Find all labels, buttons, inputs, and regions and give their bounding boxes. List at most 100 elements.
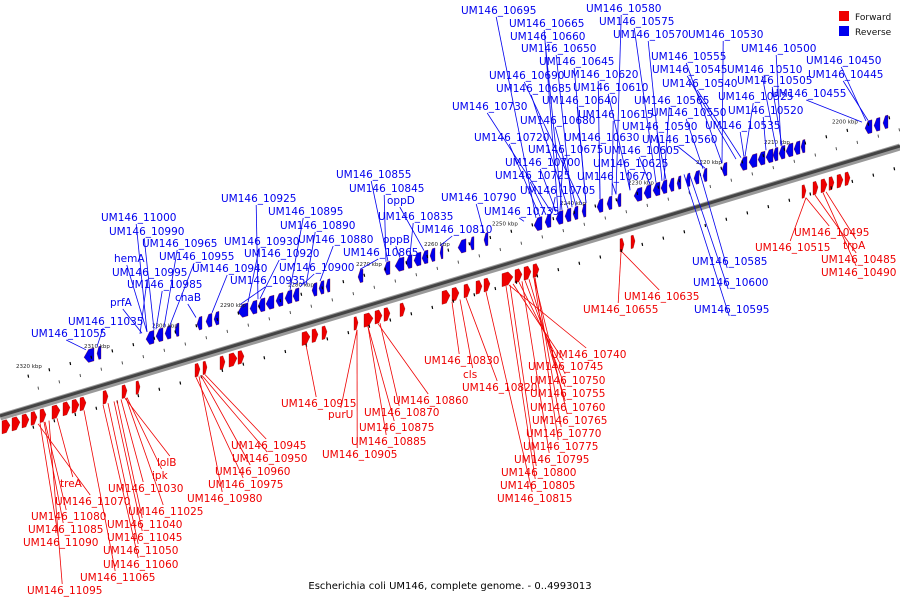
scale-minor-tick: [573, 210, 576, 214]
forward-gene-arrow: [383, 307, 391, 322]
scale-minor-tick: [846, 128, 849, 133]
scale-minor-tick: [835, 147, 838, 151]
callout-line: [367, 326, 395, 422]
scale-tick-label: 2290 kbp: [220, 303, 246, 309]
scale-minor-tick: [300, 292, 303, 296]
scale-minor-tick: [184, 342, 187, 346]
scale-minor-tick: [216, 317, 219, 322]
reverse-gene-arrow: [421, 249, 429, 265]
forward-gene-arrow: [79, 396, 87, 412]
reverse-gene-arrow: [292, 287, 300, 302]
callout-line: [621, 251, 660, 291]
reverse-gene-arrow: [772, 147, 779, 162]
forward-gene-arrow: [483, 277, 491, 293]
callout-line: [305, 231, 316, 286]
callout-line: [683, 174, 730, 317]
callout-line: [663, 106, 670, 181]
reverse-gene-arrow: [748, 153, 758, 168]
callout-line: [409, 222, 414, 255]
scale-minor-tick: [247, 323, 250, 327]
gene-label: UM146_10545: [652, 64, 727, 76]
gene-label: UM146_10895: [268, 206, 343, 218]
reverse-gene-arrow: [237, 302, 249, 318]
callout-line: [533, 277, 568, 415]
reverse-gene-arrow: [873, 117, 881, 132]
scale-minor-tick: [27, 374, 30, 378]
reverse-gene-arrow: [555, 210, 564, 225]
callout-line: [576, 106, 587, 204]
gene-label: UM146_10790: [441, 192, 516, 204]
gene-label: UM146_10985: [127, 279, 202, 291]
scale-minor-tick: [179, 381, 182, 385]
callout-line: [814, 194, 857, 254]
scale-minor-tick: [615, 198, 618, 202]
forward-gene-arrow: [121, 384, 128, 399]
gene-label: chaB: [175, 292, 201, 304]
gene-label: UM146_10630: [564, 132, 639, 144]
gene-label: UM146_10735: [484, 206, 559, 218]
scale-minor-tick: [793, 159, 796, 163]
callout-line: [505, 285, 536, 480]
scale-tick-label: 2240 kbp: [560, 201, 586, 207]
scale-minor-tick: [368, 324, 371, 328]
legend-label-forward: Forward: [855, 13, 891, 23]
callout-line: [187, 303, 197, 318]
forward-gene-arrow: [451, 287, 460, 302]
scale-tick-label: 2270 kbp: [356, 262, 382, 268]
gene-label: UM146_10990: [109, 226, 184, 238]
gene-label: UM146_10485: [821, 254, 896, 266]
gene-label: UM146_10750: [530, 375, 605, 387]
callout-line: [512, 283, 564, 361]
gene-label: UM146_10740: [551, 349, 626, 361]
reverse-gene-arrow: [196, 315, 203, 331]
scale-minor-tick: [594, 204, 597, 208]
legend-label-reverse: Reverse: [855, 28, 892, 38]
scale-minor-tick: [195, 324, 198, 328]
reverse-gene-arrow: [145, 330, 155, 345]
forward-gene-arrow: [219, 355, 226, 370]
gene-label: UM146_10605: [604, 145, 679, 157]
callout-line: [155, 290, 163, 330]
scale-minor-tick: [772, 166, 775, 170]
gene-label: UM146_10820: [462, 382, 537, 394]
gene-label: UM146_10800: [501, 467, 576, 479]
callout-line: [305, 344, 317, 398]
callout-line: [559, 155, 564, 211]
callout-line: [379, 323, 400, 407]
scale-minor-tick: [53, 419, 56, 423]
gene-label: UM146_10875: [359, 422, 434, 434]
legend: Forward Reverse: [839, 11, 892, 38]
gene-label: UM146_10845: [349, 183, 424, 195]
scale-minor-tick: [142, 355, 145, 359]
gene-label: UM146_10755: [530, 388, 605, 400]
gene-label: trpA: [843, 240, 866, 252]
scale-minor-tick: [646, 203, 649, 207]
callout-line: [554, 126, 577, 207]
scale-minor-tick: [877, 134, 880, 138]
scale-minor-tick: [678, 179, 681, 183]
reverse-gene-arrow: [394, 256, 405, 272]
scale-minor-tick: [95, 406, 98, 410]
callout-line: [822, 192, 857, 267]
reverse-gene-arrow: [693, 170, 700, 185]
scale-minor-tick: [804, 141, 807, 145]
scale-minor-tick: [263, 356, 266, 360]
scale-minor-tick: [468, 242, 471, 246]
gene-label: UM146_10520: [728, 105, 803, 117]
scale-minor-tick: [688, 191, 691, 195]
scale-minor-tick: [352, 292, 355, 296]
gene-label: UM146_10890: [280, 220, 355, 232]
callout-line: [529, 181, 547, 215]
reverse-gene-arrow: [721, 161, 728, 177]
gene-label: UM146_11000: [101, 212, 176, 224]
callout-line: [598, 143, 601, 200]
legend-swatch-reverse: [839, 26, 849, 36]
scale-minor-tick: [620, 249, 623, 253]
callout-line: [633, 27, 657, 183]
scale-minor-tick: [583, 222, 586, 226]
scale-minor-tick: [625, 210, 628, 214]
forward-gene-arrow: [501, 271, 514, 287]
callout-line: [459, 299, 473, 369]
